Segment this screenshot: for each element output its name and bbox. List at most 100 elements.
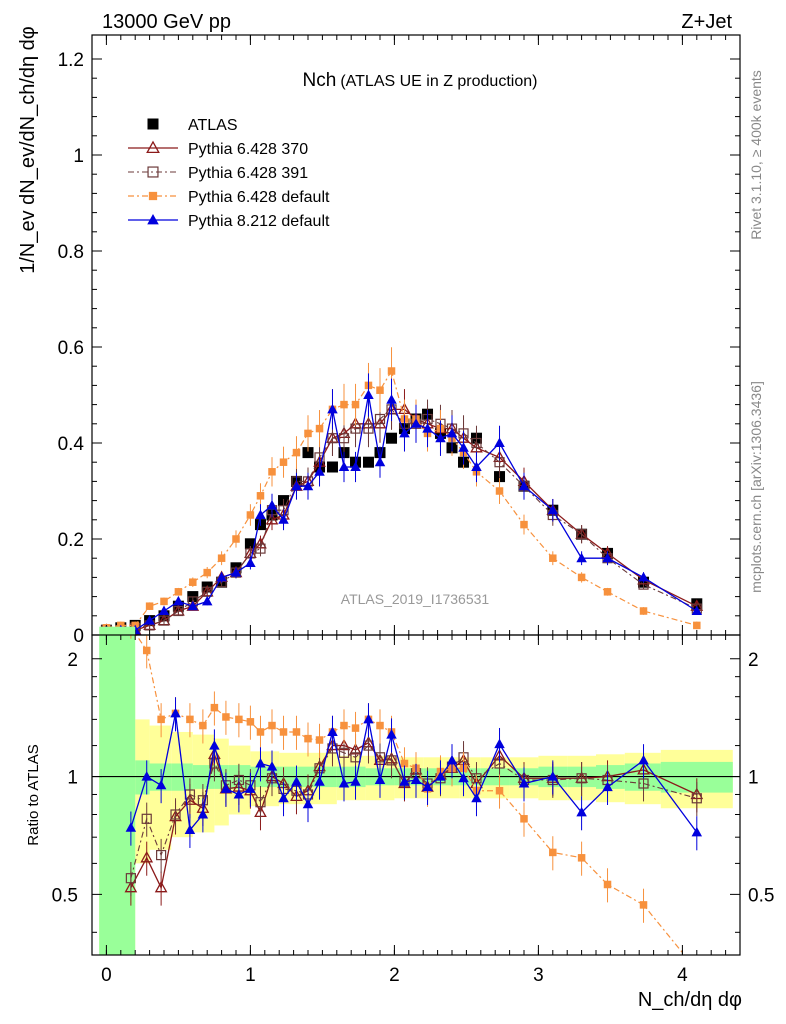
data-point-p391 [173, 605, 184, 617]
data-point-p8def [216, 571, 227, 582]
main-y-tick-label: 0.8 [58, 242, 84, 263]
legend-marker-p6def [148, 191, 158, 201]
data-point-p8def [144, 615, 155, 625]
ratio-point-p8def [547, 771, 559, 781]
data-point-p8def [302, 480, 314, 491]
legend-item-p370: Pythia 6.428 370 [128, 140, 308, 158]
ratio-point-p8def [220, 783, 232, 793]
data-point-p6def [351, 400, 360, 409]
ratio-line-p8def [130, 713, 698, 833]
ratio-y-tick-label: 0.5 [52, 885, 78, 906]
data-point-p6def [304, 429, 312, 438]
rivet-info: Rivet 3.1.10, ≥ 400k events [748, 70, 764, 240]
legend: ATLAS Pythia 6.428 370 Pythia 6.428 391 Pyt… [128, 117, 330, 230]
ratio-line-p6def [135, 635, 686, 955]
data-point-p6def [232, 535, 240, 543]
y-axis-label-ratio: Ratio to ATLAS [25, 744, 42, 845]
ratio-point-p391 [386, 755, 397, 766]
data-point-p6def [268, 468, 276, 476]
ratio-point-p391 [170, 809, 181, 820]
x-tick-label: 4 [677, 965, 688, 986]
data-point-p8def [471, 461, 482, 471]
data-point-p6def [340, 400, 348, 409]
ratio-frame [91, 634, 741, 956]
main-series-p6def [102, 347, 701, 632]
data-point-p6def [217, 554, 226, 562]
main-y-tick-label: 0.6 [58, 338, 84, 359]
ratio-point-p6def [304, 734, 312, 743]
ratio-point-p6def [520, 815, 528, 823]
legend-item-atlas: ATLAS [147, 117, 238, 134]
legend-item-p6def: Pythia 6.428 default [128, 189, 330, 206]
data-point-p8def [458, 442, 469, 452]
ratio-point-p370 [154, 880, 168, 893]
data-point-p8def [386, 394, 397, 404]
x-tick-label: 3 [533, 965, 544, 986]
main-y-tick-label: 1.2 [58, 50, 84, 71]
data-point-p8def [446, 427, 458, 438]
data-point-p8def [494, 437, 505, 447]
ratio-point-p6def [256, 728, 265, 736]
ratio-point-p391 [141, 813, 152, 824]
ratio-series-layer [124, 635, 704, 955]
data-point-p391 [471, 437, 482, 449]
data-point-p8def [338, 461, 350, 471]
legend-label: Pythia 6.428 default [188, 189, 330, 206]
ratio-point-p370 [140, 850, 154, 863]
data-point-p8def [230, 567, 242, 577]
data-point-p8def [173, 595, 184, 606]
legend-marker-p391 [147, 166, 159, 178]
main-series-p8def [101, 373, 703, 635]
data-point-p391 [158, 615, 170, 626]
data-point-p8def [638, 571, 649, 582]
ratio-point-p8def [446, 754, 458, 765]
y-axis-label-main: 1/N_ev dN_ev/dN_ch/dη dφ [17, 26, 39, 274]
uncertainty-band-inner [99, 626, 136, 955]
ratio-point-p8def [314, 776, 325, 786]
main-panel: 0 0.2 0.4 0.6 0.8 1 1.2 Nch (ATLAS UE in Z prod… [58, 34, 741, 647]
ratio-point-p391 [691, 793, 702, 804]
data-point-p6def [292, 448, 301, 457]
data-point-p6def [376, 386, 384, 394]
ratio-point-p8def [399, 776, 410, 786]
ratio-point-p8def [233, 788, 245, 799]
ratio-point-p8def [141, 771, 152, 781]
ratio-point-p6def [292, 728, 301, 736]
data-point-p8def [291, 480, 302, 491]
ratio-y-tick-label: 1 [67, 768, 78, 789]
data-point-p8def [691, 605, 703, 615]
data-point-p6def [639, 607, 648, 615]
ratio-point-p6def [603, 880, 612, 889]
data-point-p6def [495, 487, 504, 495]
ratio-point-p6def [549, 848, 557, 857]
data-point-p8def [547, 504, 559, 515]
legend-label: ATLAS [188, 117, 238, 134]
data-point-p391 [338, 433, 350, 444]
ratio-point-p8def [602, 781, 613, 792]
ratio-point-p8def [691, 826, 703, 837]
ratio-point-p6def [246, 718, 255, 726]
ratio-point-p391 [638, 778, 649, 789]
main-y-tick-label: 1 [73, 146, 84, 167]
data-point-p8def [266, 499, 278, 510]
data-point-p6def [315, 424, 324, 433]
ratio-point-p391 [125, 873, 136, 884]
mcplots-info: mcplots.cern.ch [arXiv:1306.3436] [748, 381, 764, 593]
data-point-p6def [246, 511, 255, 519]
data-point-p6def [256, 492, 265, 500]
ratio-point-p8def [170, 707, 181, 718]
data-point-p6def [549, 554, 557, 562]
ratio-point-p8def [374, 774, 386, 784]
data-point-p8def [422, 423, 433, 433]
legend-label: Pythia 6.428 370 [188, 141, 308, 158]
ratio-point-p6def [639, 901, 648, 909]
ratio-point-p8def [266, 761, 278, 771]
ratio-point-p8def [518, 778, 530, 788]
data-point-p8def [278, 514, 289, 524]
data-point-p8def [187, 600, 199, 611]
ratio-point-p6def [315, 736, 324, 744]
data-point-atlas [244, 538, 256, 550]
data-point-p8def [201, 595, 213, 606]
ratio-point-p6def [268, 721, 276, 730]
